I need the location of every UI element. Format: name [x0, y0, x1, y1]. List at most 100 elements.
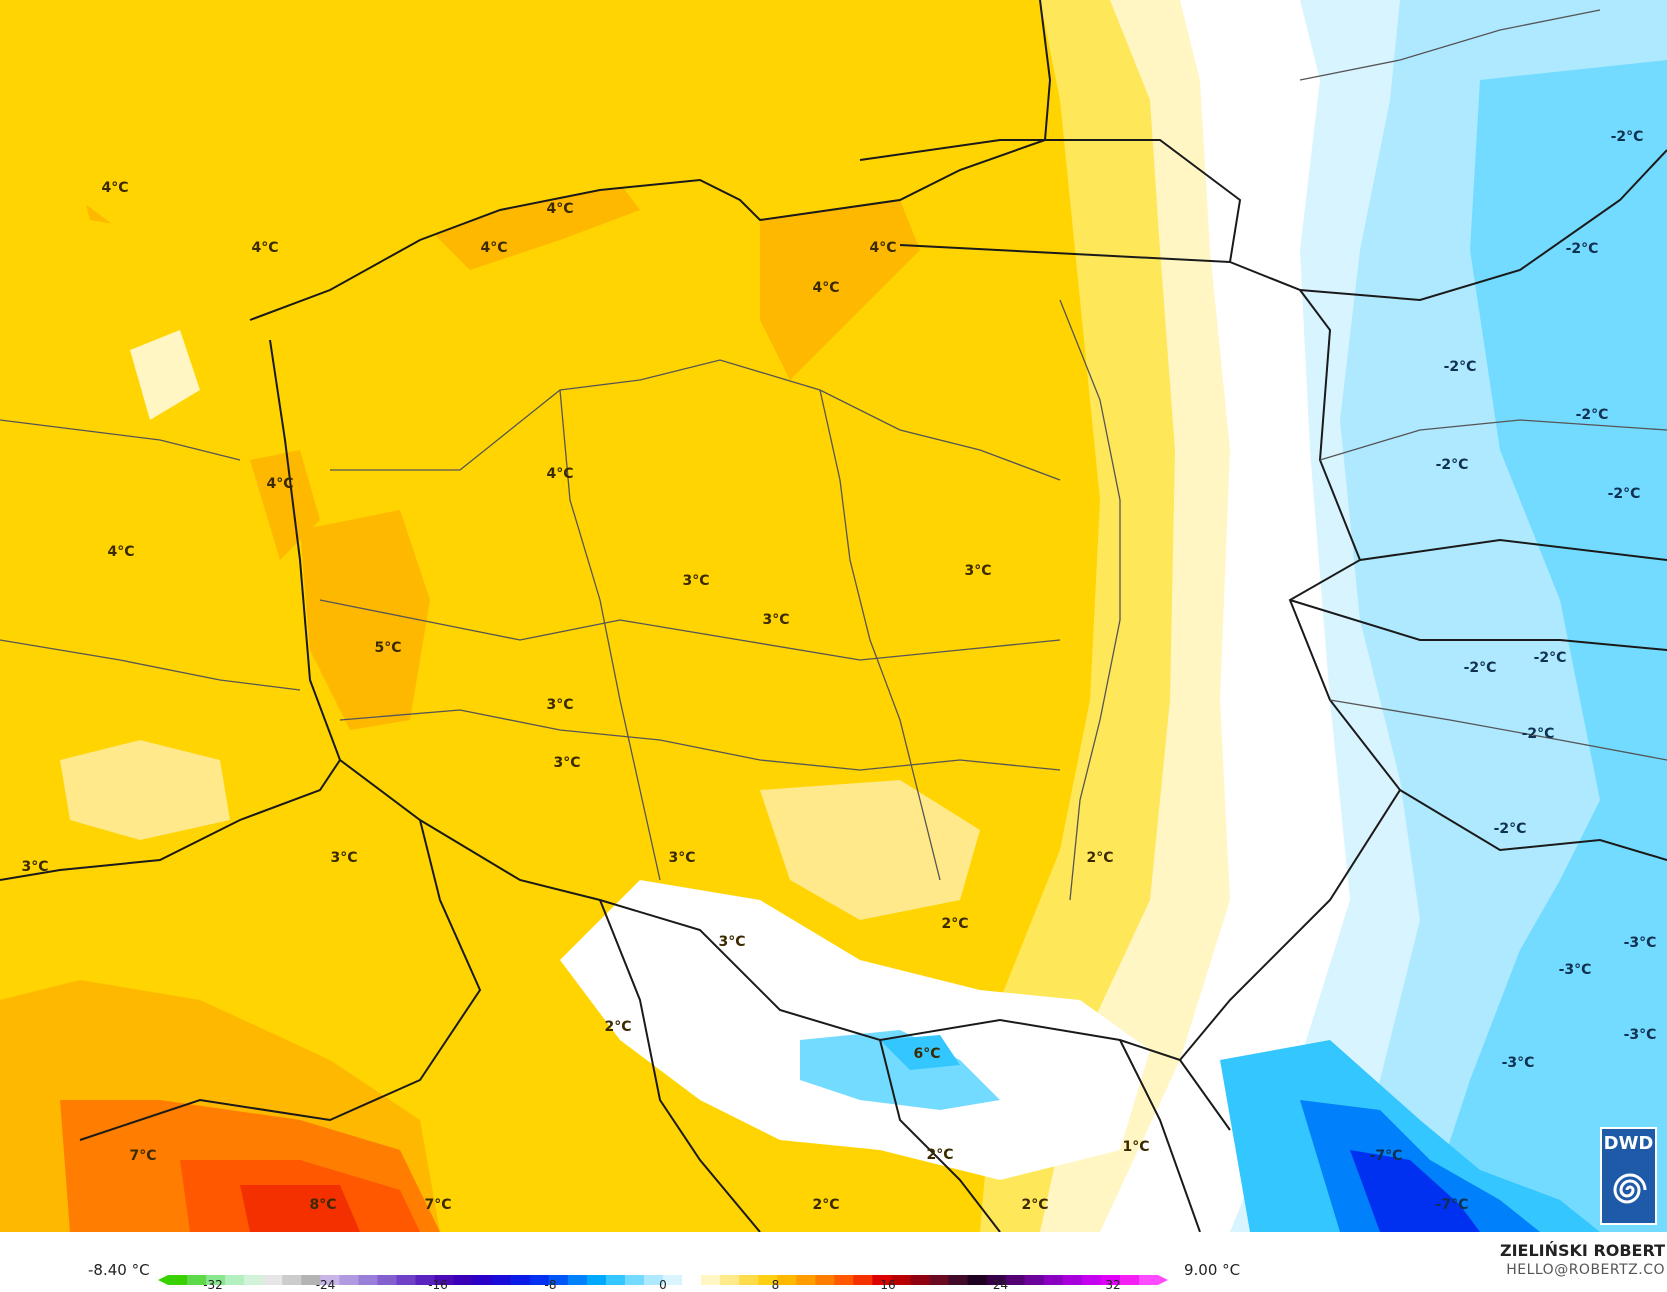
- temperature-label: 6°C: [913, 1046, 941, 1062]
- colorbar-segment: [396, 1275, 416, 1285]
- temperature-label: -3°C: [1623, 935, 1657, 951]
- temperature-label: 2°C: [941, 916, 969, 932]
- colorbar-segment: [624, 1275, 645, 1285]
- temperature-label: 2°C: [604, 1019, 632, 1035]
- temperature-label: 8°C: [309, 1197, 337, 1213]
- colorbar-segment: [815, 1275, 835, 1285]
- colorbar-segment: [1100, 1275, 1121, 1285]
- author-name: ZIELIŃSKI ROBERT: [1499, 1241, 1665, 1260]
- cold-zone-3: [1420, 60, 1667, 1232]
- colorbar-segment: [948, 1275, 969, 1285]
- colorbar-segment: [301, 1275, 321, 1285]
- colorbar-segment: [586, 1275, 607, 1285]
- warm-patch-5: [300, 510, 430, 730]
- region-borders: [0, 9, 1667, 901]
- temperature-label: 3°C: [330, 850, 358, 866]
- temperature-label: 2°C: [1086, 850, 1114, 866]
- colorbar-segment: [929, 1275, 950, 1285]
- temperature-label: 4°C: [251, 240, 279, 256]
- temperature-label: 7°C: [129, 1148, 157, 1164]
- temperature-label: 4°C: [480, 240, 508, 256]
- swirl-icon: [1613, 1173, 1647, 1204]
- colorbar-segment: [605, 1275, 626, 1285]
- temperature-label: -2°C: [1493, 821, 1527, 837]
- colorbar-segment: [853, 1275, 873, 1285]
- colorbar-segment: [567, 1275, 588, 1285]
- colorbar-segment: [472, 1275, 493, 1285]
- colorbar-segment: [282, 1275, 302, 1285]
- temperature-label: 2°C: [1021, 1197, 1049, 1213]
- temperature-label: -7°C: [1369, 1148, 1403, 1164]
- colorbar-segment: [320, 1275, 340, 1285]
- cold-core: [1350, 1150, 1480, 1232]
- temperature-label: 1°C: [1122, 1139, 1150, 1155]
- warm-core: [240, 1185, 360, 1232]
- map-canvas: [0, 0, 1667, 1232]
- colorbar-segment: [1138, 1275, 1159, 1285]
- colorbar-tick-label: 24: [992, 1278, 1009, 1292]
- colorbar-segment: [682, 1275, 702, 1285]
- temperature-label: -2°C: [1565, 241, 1599, 257]
- pale-patch-2: [60, 740, 230, 840]
- temperature-label: 3°C: [682, 573, 710, 589]
- range-min-label: -8.40 °C: [88, 1261, 150, 1279]
- temperature-label: -3°C: [1501, 1055, 1535, 1071]
- warm-patch-3: [760, 200, 920, 380]
- temperature-label: 5°C: [374, 640, 402, 656]
- colorbar-segment: [206, 1275, 226, 1285]
- mountain-cold-1: [800, 1030, 1000, 1110]
- colorbar-extend-arrow: [1158, 1275, 1168, 1285]
- colorbar-segment: [263, 1275, 283, 1285]
- colorbar-segment: [739, 1275, 759, 1285]
- colorbar-segment: [796, 1275, 816, 1285]
- cold-zone-4: [1220, 1040, 1600, 1232]
- colorbar-segment: [187, 1275, 207, 1285]
- temperature-label: 3°C: [553, 755, 581, 771]
- author-email: HELLO@ROBERTZ.CO: [1506, 1262, 1665, 1278]
- temperature-map: 4°C 4°C 4°C 4°C 4°C 4°C 4°C 4°C 4°C 5°C 3°C 3°C 3°C 3…: [0, 0, 1667, 1232]
- temperature-label: 2°C: [926, 1147, 954, 1163]
- country-borders: [0, 0, 1667, 1232]
- colorbar-segment: [1119, 1275, 1140, 1285]
- colorbar-tick-label: -16: [428, 1278, 448, 1292]
- colorbar-segment: [1005, 1275, 1026, 1285]
- colorbar-segment: [910, 1275, 931, 1285]
- temperature-label: -2°C: [1521, 726, 1555, 742]
- colorbar-segment: [891, 1275, 911, 1285]
- colorbar-segment: [358, 1275, 378, 1285]
- temperature-label: -2°C: [1463, 660, 1497, 676]
- colorbar-segment: [377, 1275, 397, 1285]
- colorbar-segment: [1081, 1275, 1102, 1285]
- temperature-label: 3°C: [21, 859, 49, 875]
- temperature-label: -2°C: [1575, 407, 1609, 423]
- colorbar-segment: [548, 1275, 569, 1285]
- colorbar: [158, 1275, 1168, 1285]
- pale-patch-3: [760, 780, 980, 920]
- temperature-label: -2°C: [1533, 650, 1567, 666]
- colorbar-segment: [834, 1275, 854, 1285]
- temperature-label: 2°C: [812, 1197, 840, 1213]
- colorbar-segment: [720, 1275, 740, 1285]
- temperature-label: -2°C: [1443, 359, 1477, 375]
- temperature-label: 4°C: [546, 201, 574, 217]
- dwd-logo: DWD: [1600, 1127, 1657, 1225]
- colorbar-segment: [701, 1275, 721, 1285]
- temperature-label: 3°C: [964, 563, 992, 579]
- colorbar-segment: [453, 1275, 474, 1285]
- colorbar-segment: [663, 1275, 683, 1285]
- colorbar-segment: [967, 1275, 988, 1285]
- colorbar-segment: [339, 1275, 359, 1285]
- temperature-label: -2°C: [1610, 129, 1644, 145]
- temperature-label: 4°C: [107, 544, 135, 560]
- temperature-label: -2°C: [1607, 486, 1641, 502]
- colorbar-segment: [777, 1275, 797, 1285]
- temperature-label: 4°C: [546, 466, 574, 482]
- temperature-label: 4°C: [266, 476, 294, 492]
- colorbar-segment: [434, 1275, 455, 1285]
- colorbar-extend-arrow: [158, 1275, 168, 1285]
- cold-zone-5: [1300, 1100, 1540, 1232]
- colorbar-segment: [1043, 1275, 1064, 1285]
- temperature-label: -2°C: [1435, 457, 1469, 473]
- temperature-label: 4°C: [869, 240, 897, 256]
- temperature-label: 4°C: [812, 280, 840, 296]
